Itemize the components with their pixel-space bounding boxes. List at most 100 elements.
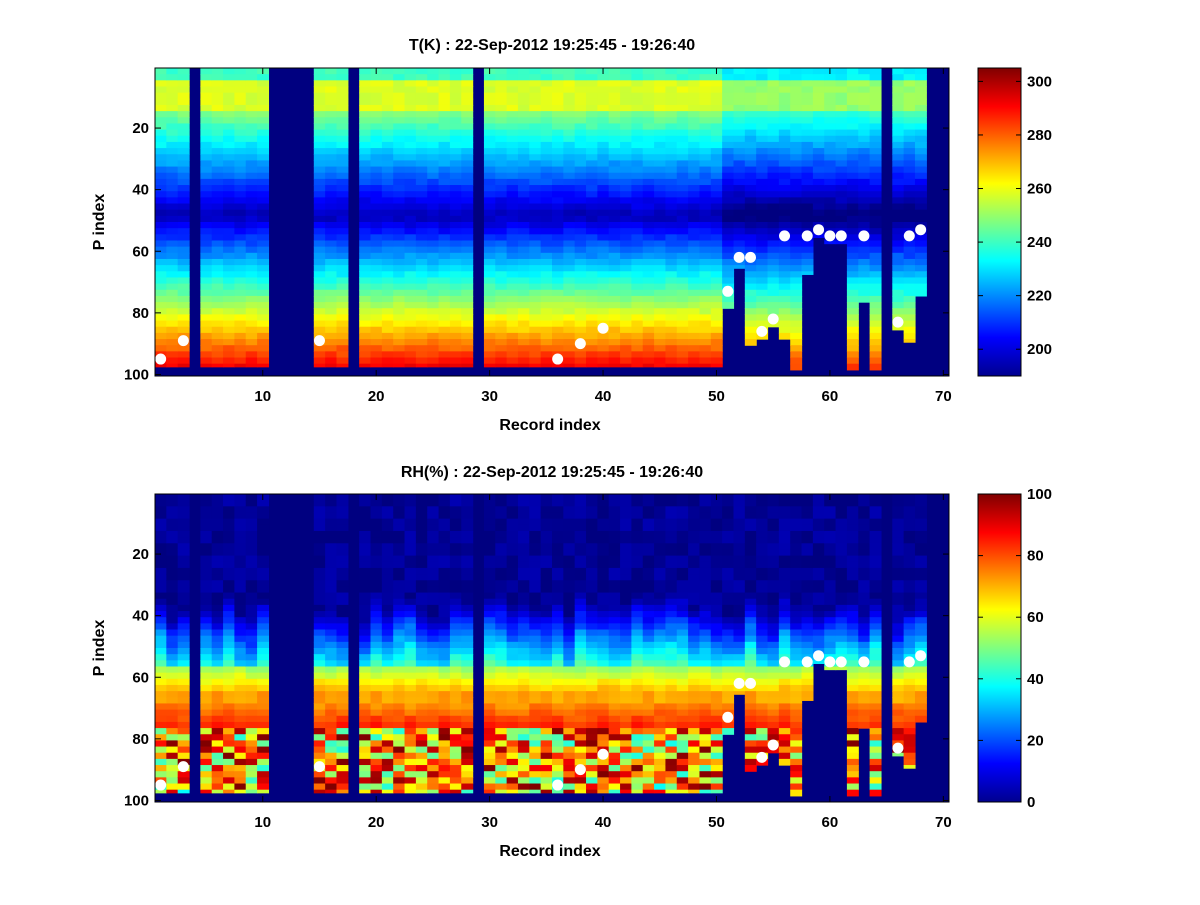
heatmap-cell — [257, 673, 269, 680]
heatmap-cell — [178, 296, 190, 303]
heatmap-cell — [223, 710, 235, 717]
heatmap-cell — [507, 253, 519, 260]
heatmap-cell — [314, 531, 326, 538]
heatmap-cell — [802, 154, 814, 161]
heatmap-cell — [223, 673, 235, 680]
heatmap-cell — [495, 136, 507, 143]
heatmap-cell — [234, 302, 246, 309]
heatmap-cell — [495, 494, 507, 501]
heatmap-cell — [790, 93, 802, 100]
heatmap-cell — [155, 660, 167, 667]
heatmap-cell — [529, 556, 541, 563]
heatmap-cell — [518, 247, 530, 254]
heatmap-cell — [405, 234, 417, 241]
heatmap-cell — [427, 586, 439, 593]
marker-point — [858, 230, 869, 241]
heatmap-cell — [450, 710, 462, 717]
heatmap-cell — [733, 68, 745, 75]
heatmap-cell — [405, 308, 417, 315]
heatmap-cell — [336, 703, 348, 710]
heatmap-cell — [870, 154, 882, 161]
heatmap-cell — [246, 99, 258, 106]
heatmap-cell — [518, 290, 530, 297]
heatmap-cell — [620, 160, 632, 167]
heatmap-cell — [314, 105, 326, 112]
heatmap-cell — [745, 228, 757, 235]
heatmap-cell — [586, 666, 598, 673]
heatmap-cell — [393, 210, 405, 217]
heatmap-cell — [586, 710, 598, 717]
heatmap-cell — [393, 185, 405, 192]
heatmap-cell — [904, 222, 916, 229]
heatmap-cell — [495, 531, 507, 538]
heatmap-cell — [609, 321, 621, 328]
heatmap-cell — [541, 117, 553, 124]
heatmap-cell — [246, 167, 258, 174]
heatmap-cell — [234, 284, 246, 291]
heatmap-cell — [597, 204, 609, 211]
heatmap-cell — [234, 734, 246, 741]
heatmap-cell — [178, 302, 190, 309]
heatmap-cell — [416, 654, 428, 661]
heatmap-cell — [178, 679, 190, 686]
heatmap-cell — [325, 747, 337, 754]
heatmap-cell — [609, 691, 621, 698]
heatmap-cell — [212, 265, 224, 272]
heatmap-cell — [450, 111, 462, 118]
heatmap-cell — [699, 747, 711, 754]
heatmap-cell — [631, 364, 643, 368]
heatmap-cell — [200, 123, 212, 130]
heatmap-cell — [586, 543, 598, 550]
heatmap-cell — [677, 308, 689, 315]
heatmap-cell — [609, 734, 621, 741]
heatmap-cell — [529, 123, 541, 130]
heatmap-cell — [904, 154, 916, 161]
heatmap-cell — [325, 765, 337, 772]
heatmap-cell — [495, 234, 507, 241]
heatmap-cell — [518, 599, 530, 606]
heatmap-cell — [631, 568, 643, 575]
heatmap-cell — [371, 216, 383, 223]
heatmap-cell — [495, 642, 507, 649]
heatmap-cell — [234, 222, 246, 229]
heatmap-cell — [892, 86, 904, 93]
heatmap-cell — [416, 154, 428, 161]
heatmap-cell — [552, 179, 564, 186]
heatmap-cell — [665, 556, 677, 563]
heatmap-cell — [314, 345, 326, 352]
heatmap-cell — [904, 179, 916, 186]
heatmap-cell — [552, 586, 564, 593]
heatmap-cell — [756, 136, 768, 143]
heatmap-cell — [541, 99, 553, 106]
heatmap-cell — [314, 142, 326, 149]
heatmap-cell — [665, 130, 677, 137]
heatmap-cell — [393, 117, 405, 124]
heatmap-cell — [257, 537, 269, 544]
heatmap-cell — [688, 654, 700, 661]
heatmap-cell — [371, 204, 383, 211]
heatmap-cell — [461, 142, 473, 149]
heatmap-cell — [484, 253, 496, 260]
heatmap-cell — [756, 277, 768, 284]
heatmap-cell — [892, 142, 904, 149]
heatmap-cell — [699, 154, 711, 161]
heatmap-cell — [563, 556, 575, 563]
heatmap-cell — [200, 247, 212, 254]
heatmap-cell — [586, 123, 598, 130]
heatmap-cell — [529, 753, 541, 760]
heatmap-cell — [597, 333, 609, 340]
heatmap-cell — [371, 345, 383, 352]
heatmap-cell — [246, 710, 258, 717]
heatmap-cell — [416, 666, 428, 673]
heatmap-cell — [507, 130, 519, 137]
heatmap-cell — [665, 660, 677, 667]
heatmap-cell — [665, 290, 677, 297]
heatmap-cell — [166, 556, 178, 563]
heatmap-cell — [586, 568, 598, 575]
heatmap-cell — [166, 284, 178, 291]
heatmap-cell — [257, 740, 269, 747]
heatmap-cell — [371, 599, 383, 606]
heatmap-cell — [371, 574, 383, 581]
heatmap-cell — [393, 234, 405, 241]
heatmap-cell — [416, 308, 428, 315]
